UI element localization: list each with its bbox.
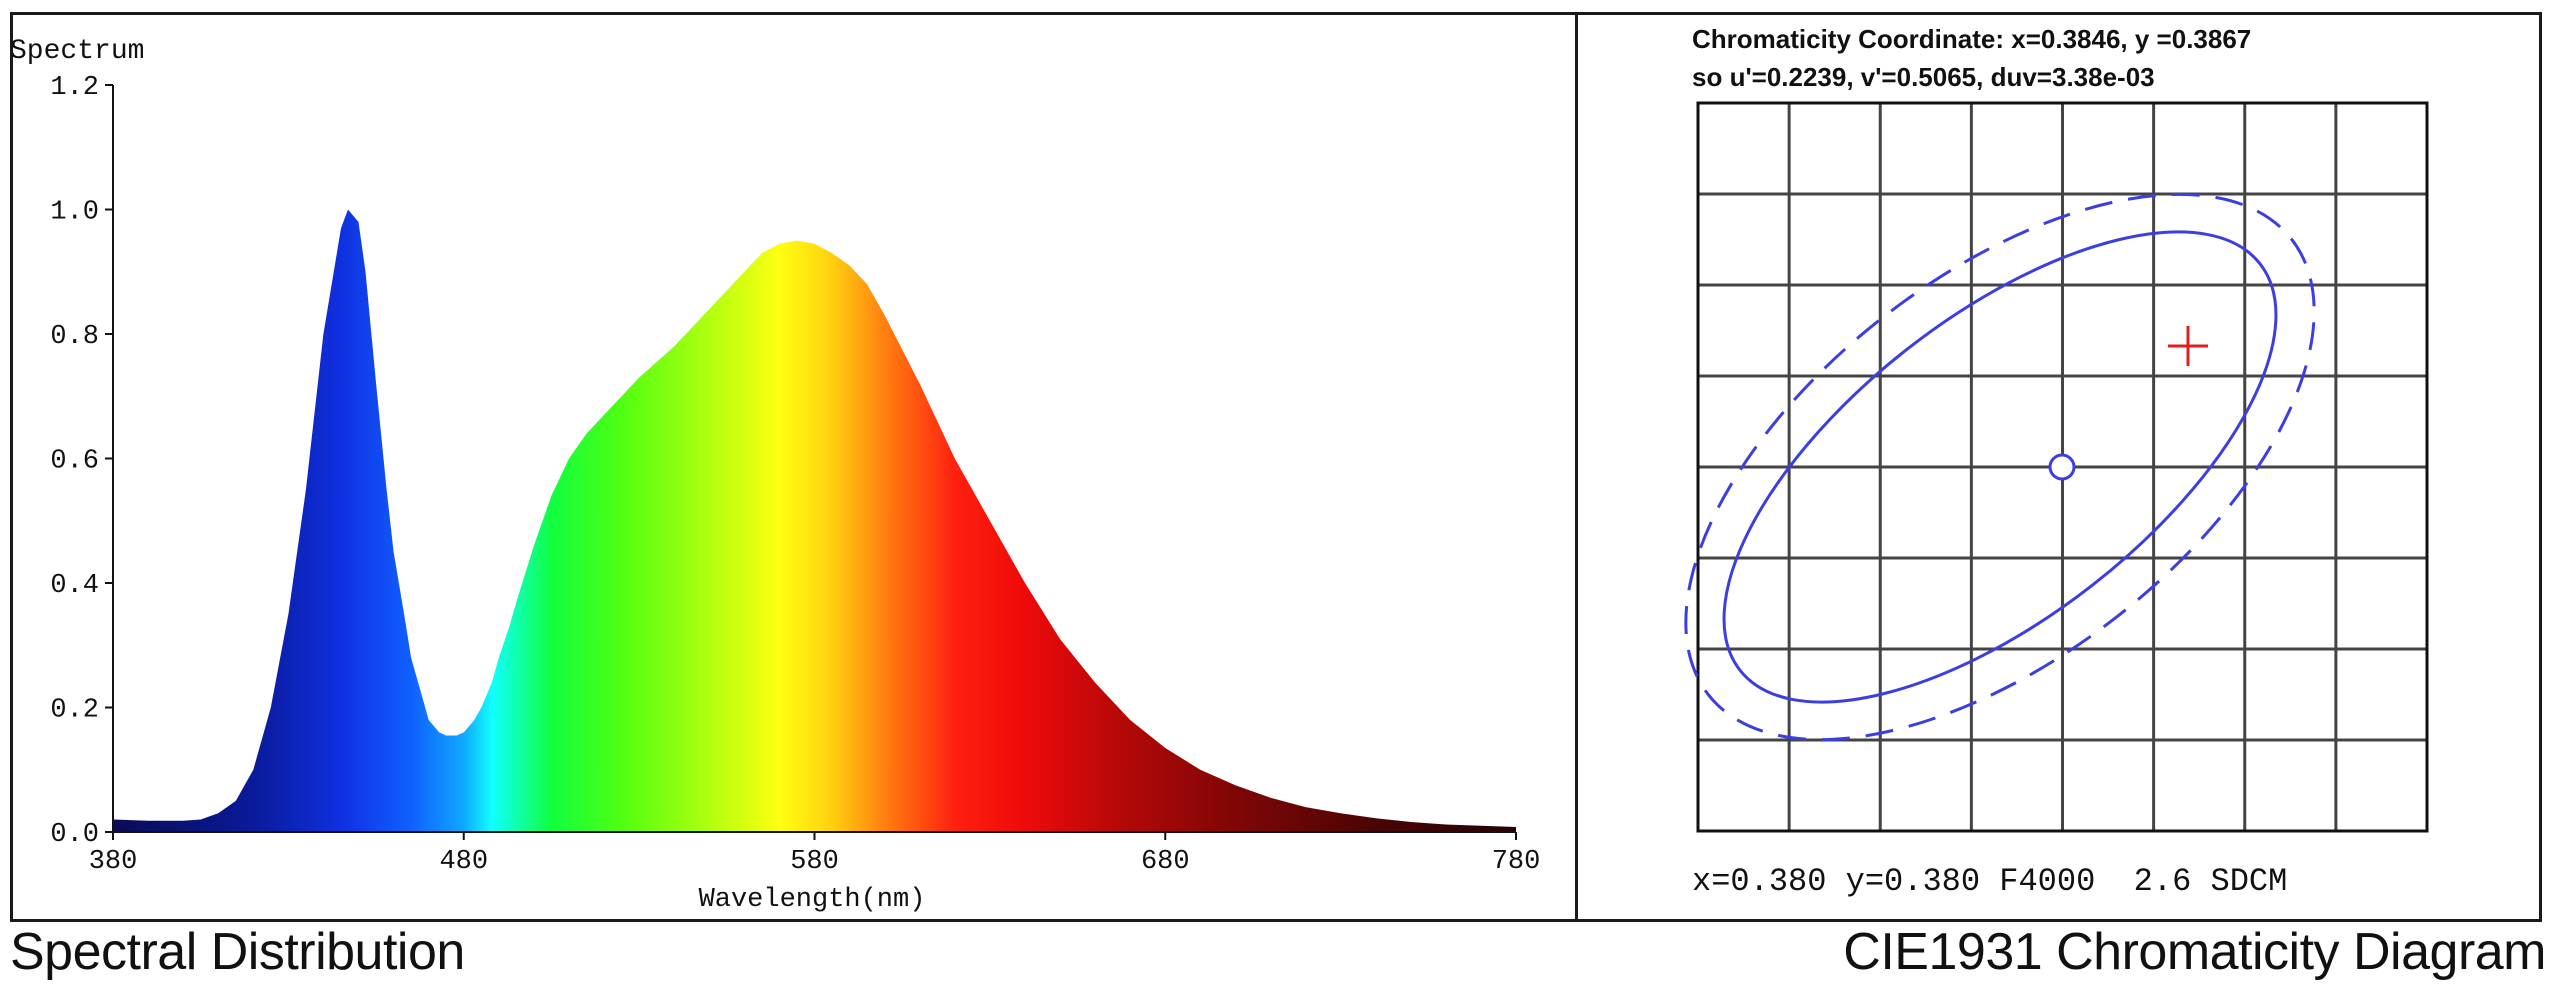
y-tick-label: 0.4	[50, 571, 99, 601]
chromaticity-header-line1: Chromaticity Coordinate: x=0.3846, y =0.…	[1692, 24, 2251, 54]
x-axis-ticks: 380 480 580 680 780	[89, 832, 1541, 877]
y-tick-label: 0.8	[50, 322, 99, 352]
caption-cie-diagram: CIE1931 Chromaticity Diagram	[1843, 923, 2546, 981]
chromaticity-grid	[1698, 103, 2427, 831]
target-center-marker	[2048, 453, 2076, 481]
x-tick-label: 580	[790, 847, 839, 877]
x-tick-label: 480	[439, 847, 488, 877]
x-tick-label: 780	[1492, 847, 1541, 877]
x-tick-label: 680	[1141, 847, 1190, 877]
chromaticity-header-line2: so u'=0.2239, v'=0.5065, duv=3.38e-03	[1692, 62, 2155, 92]
measured-point-marker	[2168, 326, 2208, 366]
figure-frame	[10, 12, 2542, 922]
y-tick-label: 0.2	[50, 696, 99, 726]
sdcm-ellipse-outer	[1684, 192, 2316, 742]
y-tick-label: 1.2	[50, 73, 99, 103]
chromaticity-plot-frame	[1696, 101, 2429, 833]
target-label: x=0.380 y=0.380 F4000 2.6 SDCM	[1692, 863, 2287, 900]
y-tick-label: 1.0	[50, 198, 99, 228]
sdcm-ellipse-inner	[1722, 230, 2278, 704]
cie-chart: Chromaticity Coordinate: x=0.3846, y =0.…	[1684, 24, 2429, 900]
panel-divider	[1575, 12, 1578, 922]
x-axis-label: Wavelength(nm)	[699, 885, 926, 915]
caption-spectral-distribution: Spectral Distribution	[10, 923, 465, 981]
x-tick-label: 380	[89, 847, 138, 877]
y-axis-ticks: 0.0 0.2 0.4 0.6 0.8 1.0 1.2	[50, 73, 113, 850]
y-tick-label: 0.0	[50, 820, 99, 850]
spectrum-title: Spectrum	[10, 36, 144, 67]
spectrum-chart: Spectrum 0.0 0.2 0.4 0.6 0.8 1.0 1.2 380 480 580…	[10, 36, 1541, 915]
spectrum-area	[113, 209, 1516, 832]
y-tick-label: 0.6	[50, 447, 99, 477]
